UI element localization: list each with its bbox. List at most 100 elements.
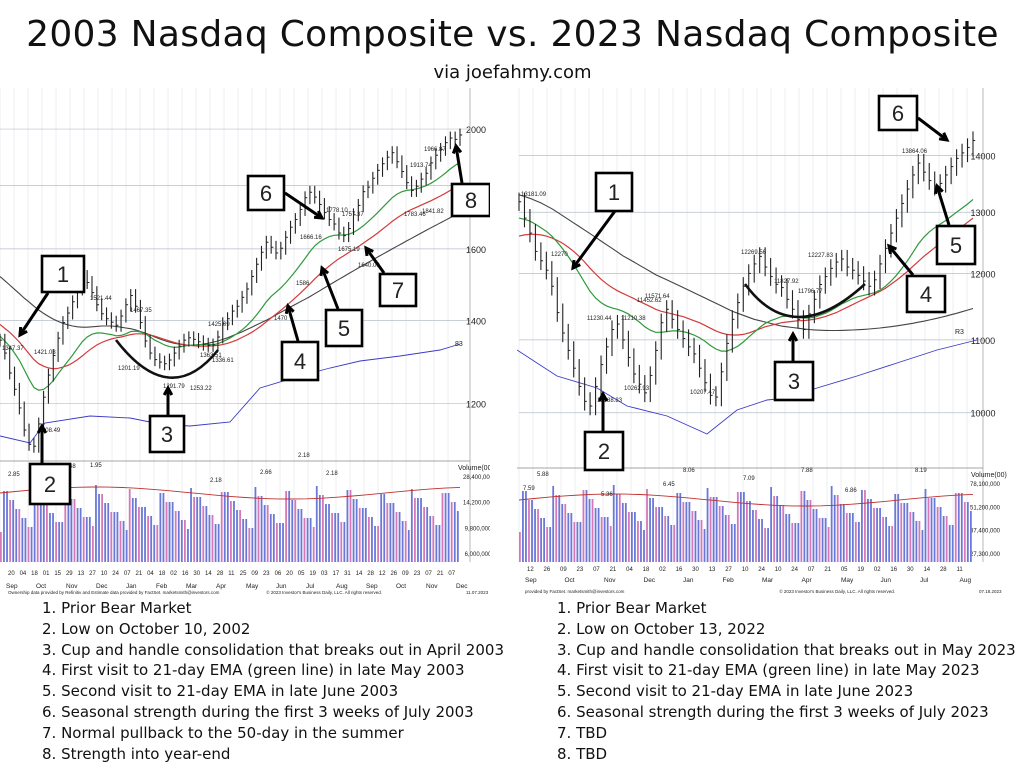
volume-bar	[392, 503, 395, 562]
volume-bar	[254, 487, 257, 562]
volume-bar	[168, 502, 171, 562]
volume-bar	[214, 524, 217, 562]
x-month-label: Aug	[960, 577, 972, 584]
volume-bar	[646, 489, 648, 562]
volume-bar	[806, 500, 809, 562]
x-day-label: 03	[321, 571, 328, 577]
annotation-number: 1	[608, 180, 620, 205]
price-bars	[518, 131, 976, 416]
x-day-label: 24	[758, 567, 765, 573]
volume-bar	[450, 502, 453, 562]
volume-bar	[812, 509, 815, 562]
note-item: 5. Second visit to 21-day EMA in late Ju…	[42, 682, 399, 701]
volume-bar	[236, 510, 238, 562]
volume-bar	[600, 517, 603, 562]
rs-line	[517, 339, 978, 435]
annotation-box	[280, 340, 320, 382]
volume-bar	[15, 509, 18, 562]
x-day-label: 23	[577, 567, 584, 573]
volume-bar	[833, 495, 836, 562]
volume-bar	[936, 507, 939, 562]
x-month-label: Sep	[525, 577, 537, 584]
volume-bar	[876, 508, 878, 562]
x-day-label: 10	[101, 571, 108, 577]
x-day-label: 13	[709, 567, 716, 573]
price-label: 1421.03	[34, 350, 56, 356]
ma200-line	[0, 212, 461, 346]
volume-bar	[162, 493, 165, 562]
annotation-number: 2	[598, 439, 610, 464]
annotation-box	[324, 308, 364, 348]
note-item: 1. Prior Bear Market	[557, 599, 707, 617]
x-day-label: 19	[309, 571, 316, 577]
note-item: 5. Second visit to 21-day EMA in late Ju…	[557, 682, 914, 701]
volume-bar	[128, 489, 131, 562]
rs-label: 83	[455, 341, 463, 348]
x-month-label: Feb	[156, 583, 168, 590]
volume-bar	[171, 502, 174, 562]
annotation-arrowhead	[284, 302, 295, 315]
note-item: 8. TBD	[557, 744, 608, 763]
volume-bar	[522, 491, 524, 562]
volume-bar	[679, 493, 682, 562]
volume-bar	[594, 508, 597, 562]
volume-bar	[374, 526, 376, 562]
x-day-label: 16	[890, 567, 897, 573]
note-item: 3. Cup and handle consolidation that bre…	[557, 640, 1016, 659]
volume-bar	[924, 489, 927, 562]
x-day-label: 13	[78, 571, 85, 577]
chart-panel-2003: 12001400160018002000831347.371421.031521…	[0, 88, 490, 596]
volume-bar	[180, 520, 183, 562]
price-label: 12227.83	[808, 253, 834, 259]
volume-bar	[761, 519, 763, 562]
annotation-number: 6	[260, 181, 272, 206]
volume-bar	[187, 529, 189, 562]
price-label: 1640.00	[358, 263, 380, 269]
volume-bar	[694, 511, 697, 562]
volume-bar	[727, 515, 730, 562]
volume-bar	[9, 500, 11, 562]
volume-bar	[208, 515, 211, 562]
x-month-label: Nov	[426, 583, 438, 590]
volume-bar	[58, 522, 61, 562]
volume-bar	[349, 490, 352, 562]
notes-list-2023: 1. Prior Bear Market 2. Low on October 1…	[557, 598, 1016, 764]
volume-bar	[447, 493, 450, 562]
volume-bar	[343, 522, 346, 562]
x-month-label: Oct	[565, 577, 575, 584]
ma200-line	[518, 194, 974, 332]
price-label: 1783.46	[404, 212, 426, 218]
x-day-label: 20	[8, 571, 15, 577]
x-day-label: 25	[240, 571, 247, 577]
volume-bar	[414, 498, 416, 562]
volume-bar	[193, 497, 195, 562]
volume-tick-label: 27,300,000	[970, 552, 1001, 558]
volume-bar	[552, 486, 555, 562]
price-label: 11230.44	[587, 316, 612, 322]
volume-bar	[903, 503, 906, 562]
volume-bar	[818, 518, 821, 562]
volume-bar	[223, 492, 226, 562]
volume-bar	[42, 504, 45, 562]
volume-bar	[643, 530, 645, 562]
volume-bar	[73, 499, 76, 562]
volume-bar	[882, 517, 884, 562]
volume-bar	[618, 494, 621, 562]
rs-label: R3	[955, 329, 964, 336]
x-day-label: 18	[159, 571, 166, 577]
price-label: 1253.22	[190, 386, 212, 392]
x-day-label: 04	[626, 567, 633, 573]
volume-bar	[758, 519, 760, 562]
volume-bar	[190, 488, 192, 562]
volume-bar	[537, 509, 539, 562]
x-day-label: 05	[841, 567, 848, 573]
volume-bar	[912, 512, 915, 562]
x-day-label: 16	[182, 571, 189, 577]
volume-bar	[655, 507, 657, 562]
x-day-label: 12	[379, 571, 386, 577]
volume-bar	[282, 523, 284, 562]
x-month-label: Dec	[456, 583, 468, 590]
volume-bar	[570, 513, 573, 562]
volume-bar	[230, 501, 232, 562]
volume-bar	[736, 492, 739, 562]
